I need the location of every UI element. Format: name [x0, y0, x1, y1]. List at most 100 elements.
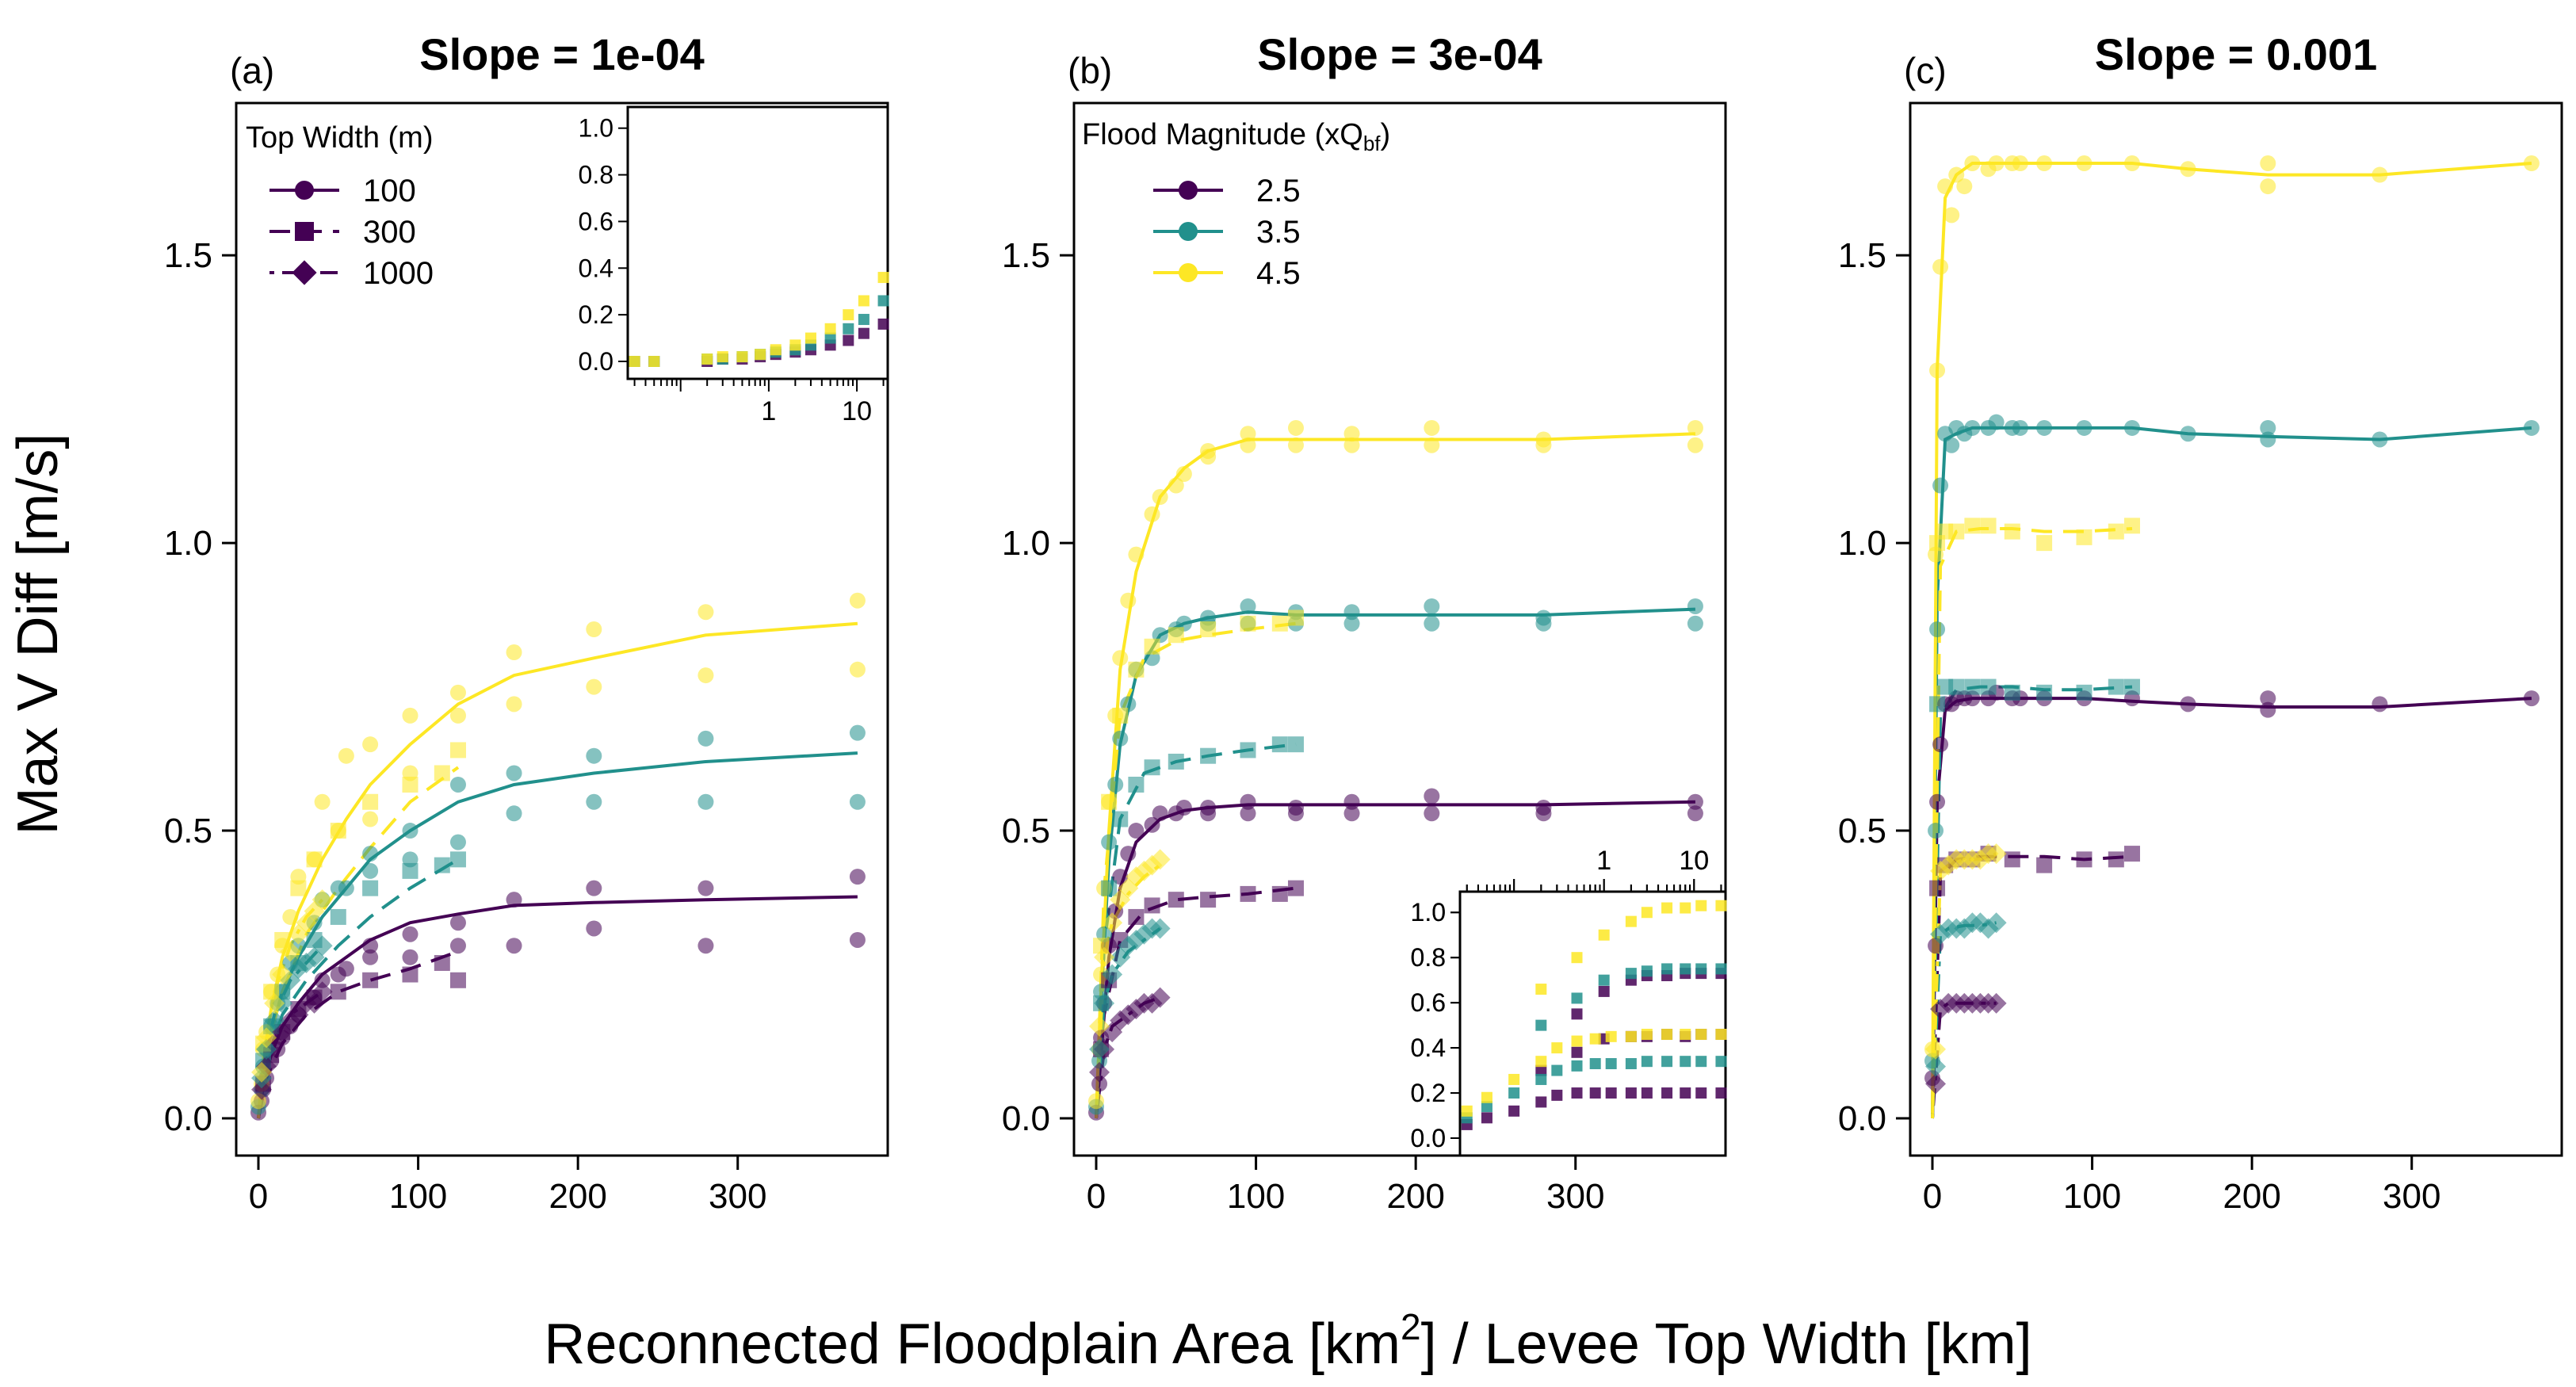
point-3.5-100 — [849, 793, 866, 810]
inset-y-tick-label: 1.0 — [1411, 898, 1446, 927]
inset-point-3.5 — [1605, 1058, 1617, 1070]
inset-point-4.5 — [1680, 902, 1691, 914]
legend-marker — [292, 260, 317, 285]
inset: 0.0 0.2 0.4 0.6 0.8 1.0 1 10 — [579, 105, 889, 426]
point-2.5-100 — [586, 880, 602, 896]
point-4.5-100 — [1687, 437, 1703, 453]
legend-top-width: Top Width (m) 100 300 1000 — [246, 121, 434, 291]
point-2.5-300 — [330, 984, 346, 1000]
inset-point-4.5 — [1661, 902, 1673, 914]
point-4.5-1000 — [251, 1061, 273, 1083]
point-4.5-1000 — [280, 941, 301, 962]
point-4.5-100 — [1937, 178, 1954, 195]
point-2.5-100 — [1128, 823, 1145, 839]
point-3.5-300 — [1112, 811, 1129, 827]
inset-point-3.5 — [1680, 1056, 1691, 1068]
point-3.5-100 — [1101, 834, 1118, 850]
y-tick-label: 0.5 — [1002, 812, 1050, 850]
inset-point-4.5 — [843, 309, 854, 321]
point-2.5-300 — [1168, 892, 1184, 908]
inset-point-3.5 — [1715, 1056, 1727, 1068]
point-3.5-300 — [1980, 678, 1997, 695]
point-3.5-1000 — [1925, 1056, 1947, 1077]
point-3.5-100 — [698, 730, 714, 747]
point-2.5-300 — [2036, 857, 2053, 873]
point-2.5-300 — [362, 972, 379, 988]
point-4.5-100 — [1175, 466, 1192, 483]
inset-point-3.5 — [1625, 968, 1637, 980]
legend-label: 4.5 — [1256, 256, 1301, 291]
inset-point-4.5 — [877, 272, 889, 284]
point-2.5-100 — [1424, 805, 1440, 822]
inset-point-2.5 — [1605, 1087, 1617, 1099]
legend-marker — [1179, 263, 1198, 282]
point-3.5-100 — [1343, 615, 1360, 632]
point-2.5-100 — [449, 938, 466, 954]
legend-label: 3.5 — [1256, 215, 1301, 250]
point-4.5-300 — [402, 776, 419, 793]
point-4.5-100 — [1168, 477, 1184, 494]
legend-flood-magnitude: Flood Magnitude (xQbf) 2.5 3.5 4.5 — [1082, 118, 1390, 291]
point-2.5-300 — [1200, 892, 1217, 908]
point-3.5-1000 — [1102, 964, 1123, 985]
inset-point-3.5 — [1641, 1056, 1653, 1068]
fit-line-2.5-100 — [257, 895, 858, 1119]
point-4.5-300 — [1128, 661, 1145, 678]
inset-point-4.5 — [1625, 915, 1637, 927]
fit-line-3.5-1000 — [1931, 921, 1997, 1119]
point-4.5-100 — [362, 811, 379, 827]
inset-point-4.5 — [1641, 1029, 1653, 1041]
point-3.5-100 — [1687, 615, 1703, 632]
point-3.5-100 — [2260, 431, 2276, 448]
point-3.5-300 — [1128, 776, 1145, 793]
point-2.5-100 — [698, 938, 714, 954]
point-4.5-100 — [586, 678, 602, 695]
point-2.5-300 — [434, 955, 450, 972]
panel-title: Slope = 3e-04 — [1257, 29, 1542, 79]
point-3.5-100 — [449, 834, 466, 850]
inset-point-4.5 — [1571, 952, 1583, 964]
point-4.5-100 — [2076, 155, 2093, 172]
point-4.5-100 — [1948, 166, 1965, 183]
inset-point-2.5 — [1695, 1087, 1707, 1099]
point-4.5-100 — [2004, 155, 2020, 172]
inset-point-3.5 — [1508, 1087, 1520, 1099]
inset-y-tick-label: 0.6 — [1411, 988, 1446, 1017]
point-4.5-100 — [338, 747, 354, 764]
inset-y-tick-label: 0.6 — [1411, 988, 1446, 1017]
legend-label: 100 — [363, 174, 416, 208]
point-3.5-100 — [1343, 604, 1360, 621]
point-4.5-100 — [1343, 437, 1360, 453]
inset-point-4.5 — [1695, 900, 1707, 911]
inset-x-tick-label: 10 — [1679, 846, 1709, 876]
point-4.5-1000 — [1089, 1015, 1110, 1037]
point-4.5-100 — [586, 621, 602, 637]
point-3.5-100 — [1535, 615, 1552, 632]
inset-point-4.5 — [1625, 1030, 1637, 1042]
point-3.5-300 — [1287, 736, 1304, 753]
legend-label: 2.5 — [1256, 174, 1301, 208]
x-tick-label: 0 — [1087, 1177, 1106, 1216]
inset-point-2.5 — [877, 318, 889, 330]
point-3.5-300 — [1964, 678, 1981, 695]
panel-title: Slope = 1e-04 — [419, 29, 705, 79]
inset-point-4.5 — [629, 356, 640, 367]
inset-point-3.5 — [1695, 963, 1707, 975]
point-4.5-300 — [290, 880, 307, 896]
point-2.5-100 — [1687, 793, 1703, 810]
point-3.5-100 — [402, 823, 419, 839]
inset-y-tick-label: 1.0 — [1411, 898, 1446, 927]
y-tick-label: 0.0 — [1838, 1099, 1886, 1138]
point-2.5-100 — [1091, 1076, 1108, 1092]
inset-point-4.5 — [858, 295, 869, 307]
point-3.5-100 — [1424, 598, 1440, 614]
inset-y-tick-label: 0.0 — [579, 347, 613, 376]
inset-y-tick-label: 0.4 — [1411, 1034, 1446, 1062]
point-3.5-300 — [2123, 678, 2140, 695]
y-tick-label: 1.0 — [164, 524, 212, 563]
panel-3: Slope = 0.001 (c) 0.0 0.5 1.0 1.5 0 100 200 300 0.… — [1411, 29, 2563, 1216]
x-tick-label: 100 — [1227, 1177, 1285, 1216]
point-2.5-100 — [1343, 805, 1360, 822]
fit-line-4.5-300 — [1095, 621, 1297, 1119]
